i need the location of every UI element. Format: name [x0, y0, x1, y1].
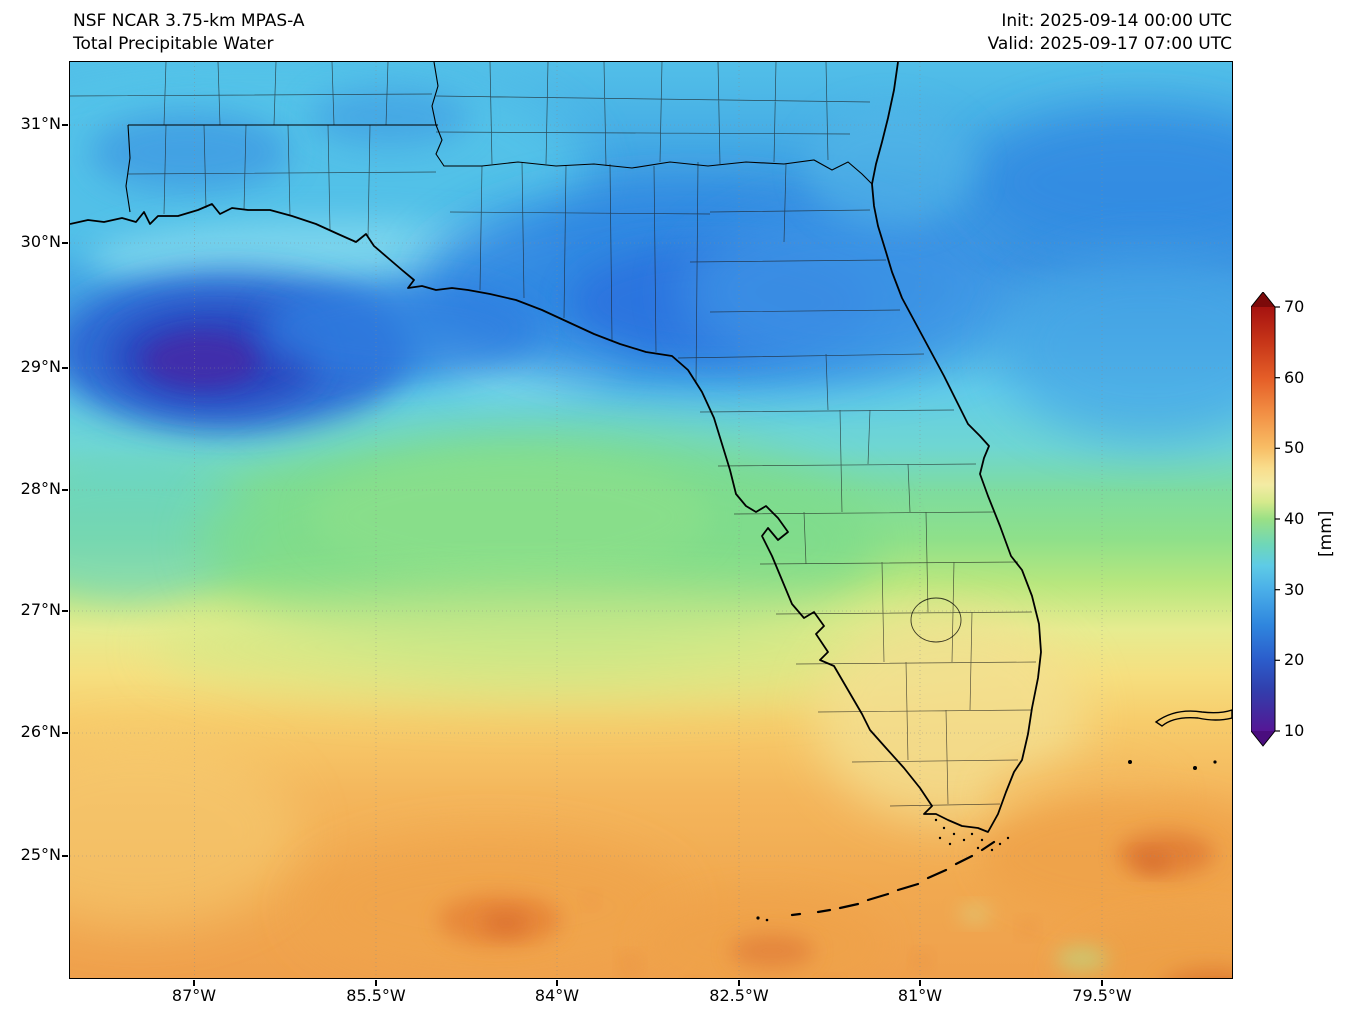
- colorbar-tick-70: 70: [1284, 297, 1305, 316]
- field-title: Total Precipitable Water: [73, 34, 274, 54]
- title-block: NSF NCAR 3.75-km MPAS-A Total Precipitab…: [73, 10, 305, 56]
- contour-field: [70, 62, 1232, 978]
- lon-tick-87w: 87°W: [171, 986, 217, 1005]
- y-tickmark: [62, 367, 68, 369]
- y-tickmark: [62, 610, 68, 612]
- lon-tick-81w: 81°W: [897, 986, 943, 1005]
- lat-tick-26n: 26°N: [20, 722, 61, 741]
- y-tickmark: [62, 732, 68, 734]
- lat-tick-30n: 30°N: [20, 232, 61, 251]
- colorbar-tick-10: 10: [1284, 721, 1305, 740]
- colorbar-tick-30: 30: [1284, 580, 1305, 599]
- coastal-islet-dots: [756, 760, 1217, 922]
- state-borders: [125, 62, 873, 213]
- gridlines: [70, 62, 1232, 978]
- colorbar-over-arrow: [1251, 292, 1275, 307]
- colorbar-units-label: [mm]: [1316, 510, 1336, 557]
- valid-time: Valid: 2025-09-17 07:00 UTC: [987, 34, 1232, 54]
- x-tickmark: [375, 980, 377, 986]
- colorbar-under-arrow: [1251, 731, 1275, 746]
- x-tickmark: [919, 980, 921, 986]
- colorbar-tick-40: 40: [1284, 509, 1305, 528]
- model-title: NSF NCAR 3.75-km MPAS-A: [73, 11, 305, 31]
- county-borders: [70, 62, 1037, 807]
- y-tickmark: [62, 489, 68, 491]
- x-tickmark: [193, 980, 195, 986]
- x-tickmark: [1101, 980, 1103, 986]
- bahama-islands: [1154, 709, 1232, 727]
- colorbar-tick-50: 50: [1284, 438, 1305, 457]
- lon-tick-85-5w: 85.5°W: [346, 986, 406, 1005]
- lat-tick-29n: 29°N: [20, 357, 61, 376]
- colorbar-tickmarks: [1275, 306, 1280, 732]
- lon-tick-79-5w: 79.5°W: [1072, 986, 1132, 1005]
- y-tickmark: [62, 124, 68, 126]
- lake-okeechobee: [910, 597, 962, 643]
- florida-keys: [790, 840, 996, 917]
- init-time: Init: 2025-09-14 00:00 UTC: [1001, 11, 1232, 31]
- colorbar-tick-20: 20: [1284, 650, 1305, 669]
- colorbar-tick-60: 60: [1284, 368, 1305, 387]
- lat-tick-31n: 31°N: [20, 114, 61, 133]
- lat-tick-25n: 25°N: [20, 845, 61, 864]
- lon-tick-84w: 84°W: [534, 986, 580, 1005]
- x-tickmark: [738, 980, 740, 986]
- lon-tick-82-5w: 82.5°W: [709, 986, 769, 1005]
- coastline: [70, 62, 1042, 833]
- y-tickmark: [62, 855, 68, 857]
- lat-tick-27n: 27°N: [20, 600, 61, 619]
- time-block: Init: 2025-09-14 00:00 UTC Valid: 2025-0…: [70, 10, 1232, 56]
- x-tickmark: [556, 980, 558, 986]
- colorbar: [1250, 291, 1285, 756]
- lat-tick-28n: 28°N: [20, 479, 61, 498]
- y-tickmark: [62, 242, 68, 244]
- map-plot: [69, 61, 1233, 979]
- field-svg: [70, 62, 1232, 978]
- colorbar-svg: [1250, 291, 1280, 747]
- colorbar-gradient: [1251, 307, 1275, 731]
